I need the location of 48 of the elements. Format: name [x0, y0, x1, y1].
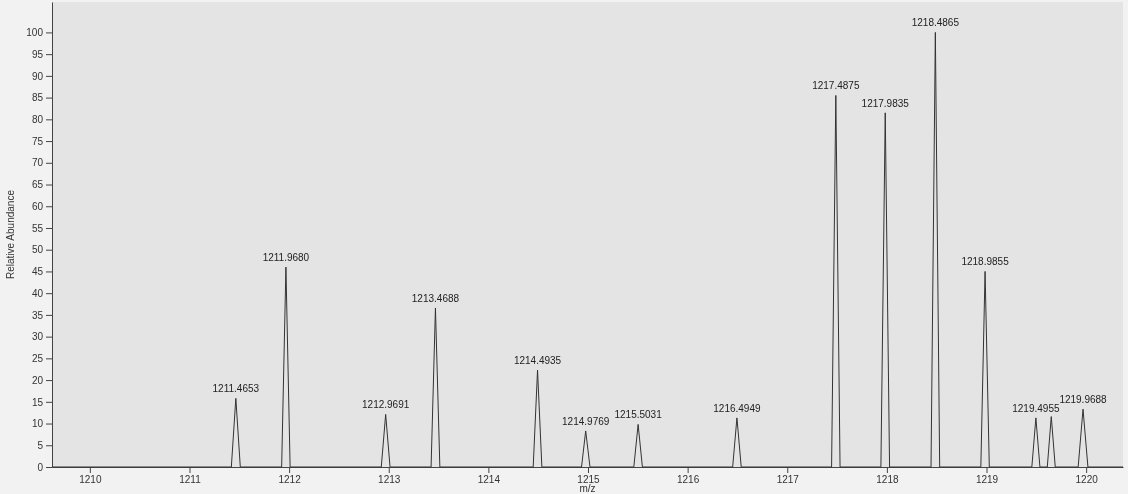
- annotation: 1211.9680: [262, 252, 310, 264]
- annotation: 1216.4949: [713, 402, 761, 414]
- y-tick-label: 5: [37, 439, 44, 451]
- annotation: 1213.4688: [411, 292, 460, 304]
- x-tick-label: 1218: [876, 474, 899, 486]
- annotation: 1218.9855: [961, 256, 1010, 268]
- y-tick-label: 20: [31, 374, 44, 386]
- y-tick-label: 95: [31, 48, 44, 60]
- x-tick-label: 1210: [79, 474, 102, 486]
- x-tick-label: 1220: [1075, 474, 1099, 486]
- y-tick-label: 30: [31, 331, 44, 343]
- x-tick-label: 1214: [477, 474, 501, 486]
- x-tick-label: 1212: [278, 474, 302, 486]
- y-tick-label: 50: [31, 244, 44, 256]
- y-tick-label: 45: [31, 266, 44, 278]
- x-tick-label: 1215: [577, 474, 601, 486]
- y-tick-label: 90: [31, 70, 44, 82]
- annotation: 1214.9769: [562, 415, 610, 427]
- y-tick-label: 65: [31, 179, 44, 191]
- x-tick-label: 1219: [975, 474, 999, 486]
- x-axis-title: m/z: [579, 483, 596, 494]
- annotation: 1211.4653: [212, 383, 260, 395]
- y-tick-label: 10: [31, 418, 44, 430]
- y-tick-label: 25: [31, 353, 44, 365]
- x-tick-label: 1211: [179, 474, 202, 486]
- x-tick-label: 1213: [378, 474, 401, 486]
- annotation: 1219.9688: [1059, 394, 1108, 406]
- y-axis-title: Relative Abundance: [5, 189, 16, 279]
- annotation: 1214.4935: [513, 355, 562, 367]
- annotation: 1218.4865: [911, 17, 960, 29]
- y-tick-label: 85: [31, 92, 44, 104]
- y-tick-label: 35: [31, 309, 44, 321]
- y-tick-label: 100: [26, 27, 44, 39]
- annotation: 1217.9835: [861, 97, 910, 109]
- annotation: 1219.4955: [1012, 402, 1060, 414]
- y-tick-label: 70: [31, 157, 44, 169]
- y-tick-label: 0: [37, 461, 44, 473]
- x-tick-label: 1216: [677, 474, 700, 486]
- annotation: 1215.5031: [614, 409, 663, 421]
- y-tick-label: 40: [31, 287, 44, 299]
- y-tick-label: 55: [31, 222, 44, 234]
- y-tick-label: 75: [31, 135, 44, 147]
- x-tick-label: 1217: [776, 474, 800, 486]
- annotation: 1212.9691: [362, 399, 410, 411]
- y-tick-label: 80: [31, 114, 44, 126]
- y-tick-label: 15: [31, 396, 44, 408]
- y-tick-label: 60: [31, 200, 44, 212]
- annotation: 1217.4875: [812, 80, 860, 92]
